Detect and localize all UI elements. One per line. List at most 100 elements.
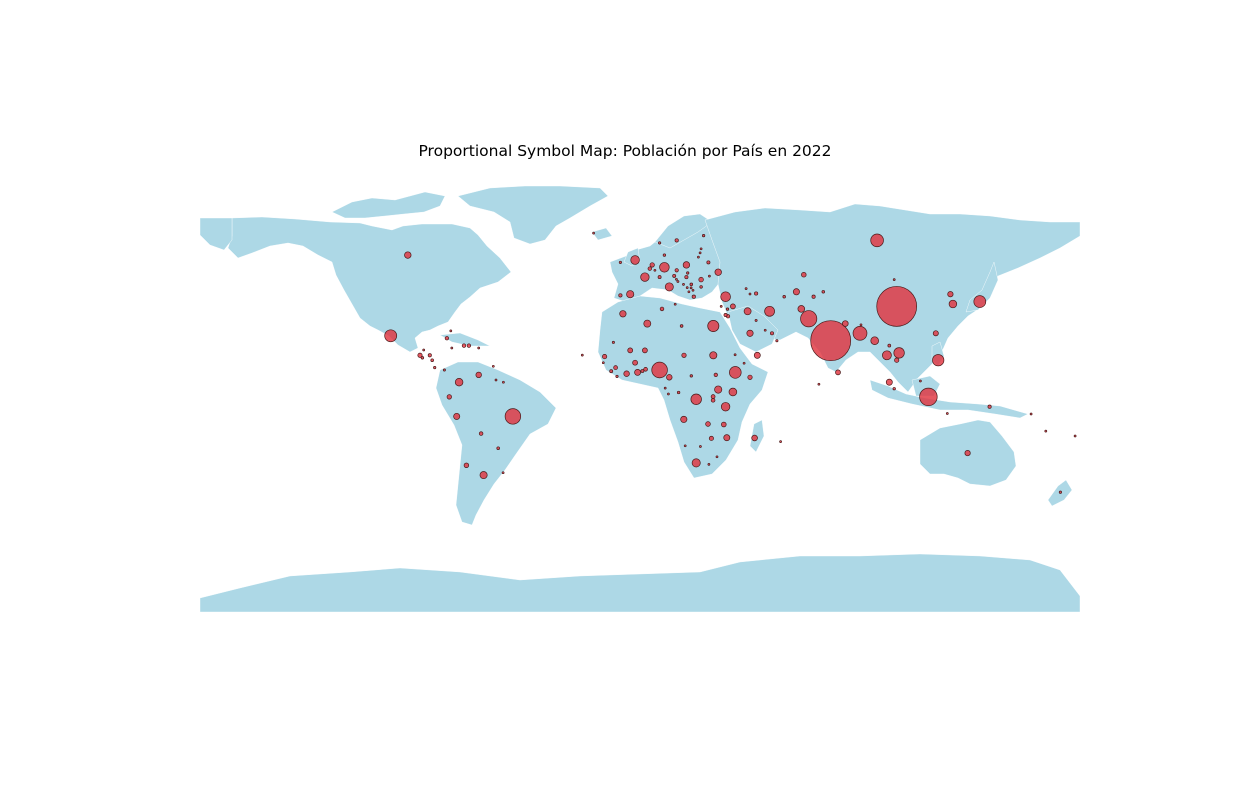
population-symbol [689, 374, 693, 378]
population-symbol [687, 290, 691, 294]
population-symbol [708, 435, 714, 441]
population-symbol [504, 408, 522, 425]
land-arctic-islands [331, 191, 446, 219]
population-symbol [713, 372, 718, 378]
population-symbol [932, 330, 939, 337]
land-greenland [457, 185, 609, 245]
population-symbol [613, 365, 618, 370]
population-symbol [657, 275, 662, 280]
population-symbol [478, 431, 484, 436]
population-symbol [821, 290, 826, 294]
population-symbol [684, 275, 689, 280]
population-symbol [746, 329, 754, 337]
population-symbol [491, 364, 495, 368]
population-symbol [801, 272, 807, 278]
population-symbol [453, 412, 461, 420]
population-symbol [887, 343, 892, 348]
population-symbol [640, 272, 650, 282]
population-symbol [446, 394, 452, 400]
population-symbol [885, 378, 893, 386]
population-symbol [667, 392, 670, 396]
population-symbol [430, 358, 434, 362]
land-indonesia [869, 379, 1029, 419]
population-symbol [602, 354, 608, 360]
population-symbol [710, 394, 716, 399]
population-symbol [674, 238, 679, 243]
population-symbol [502, 380, 505, 384]
population-symbol [449, 329, 453, 333]
population-symbol [675, 277, 678, 281]
land-alaska [199, 217, 233, 251]
population-symbol [674, 268, 679, 273]
population-symbol [709, 351, 718, 360]
population-symbol [420, 356, 425, 360]
population-symbol [810, 320, 852, 362]
population-symbol [705, 421, 711, 427]
population-symbol [720, 402, 731, 412]
population-symbol [744, 287, 748, 290]
population-symbol [662, 253, 667, 257]
population-symbol [882, 350, 892, 361]
population-symbol [691, 288, 695, 292]
land-layer [199, 185, 1081, 613]
population-symbol [973, 295, 987, 308]
population-symbol [463, 462, 470, 468]
population-symbol [442, 368, 446, 372]
population-symbol [800, 310, 818, 328]
population-symbol [615, 374, 619, 378]
population-symbol [1058, 490, 1062, 494]
population-symbol [707, 320, 720, 332]
land-south-america [435, 361, 557, 526]
population-symbol [919, 387, 938, 407]
population-symbol [676, 280, 680, 283]
population-symbol [751, 434, 758, 442]
population-symbol [686, 271, 690, 275]
population-symbol [919, 379, 922, 383]
population-symbol [630, 255, 640, 265]
population-symbol [733, 353, 737, 357]
land-iceland [591, 227, 613, 241]
population-symbol [1073, 434, 1077, 438]
population-symbol [673, 302, 677, 306]
population-symbol [859, 323, 863, 327]
population-symbol [466, 343, 472, 348]
population-symbol [422, 348, 426, 352]
population-symbol [682, 261, 691, 269]
population-symbol [444, 336, 450, 341]
population-symbol [643, 367, 648, 372]
population-symbol [601, 361, 605, 365]
population-symbol [782, 295, 786, 299]
population-symbol [892, 387, 896, 391]
map-title: Proportional Symbol Map: Población por P… [418, 142, 832, 160]
population-symbol [870, 233, 884, 248]
population-symbol [1029, 412, 1033, 416]
land-africa [597, 295, 769, 479]
population-symbol [721, 421, 727, 428]
land-arabia [727, 305, 779, 353]
population-symbol [663, 386, 667, 390]
population-symbol [658, 241, 662, 245]
population-symbol [681, 352, 687, 358]
population-symbol [743, 307, 752, 316]
population-symbol [689, 286, 693, 290]
population-symbol [779, 440, 782, 443]
population-symbol [775, 339, 779, 343]
population-symbol [685, 286, 689, 289]
population-symbol [763, 328, 767, 332]
population-symbol [666, 374, 673, 381]
population-symbol [987, 404, 992, 409]
population-symbol [707, 463, 711, 466]
population-symbol [672, 273, 677, 278]
population-symbol [811, 294, 816, 299]
population-symbol [690, 393, 702, 405]
population-symbol [611, 340, 615, 344]
population-symbol [714, 268, 722, 276]
population-symbol [892, 278, 896, 281]
population-symbol [494, 378, 498, 382]
population-symbol [835, 369, 841, 376]
population-symbol [477, 346, 481, 350]
population-symbol [651, 361, 668, 379]
population-symbol [842, 320, 849, 327]
population-symbol [817, 382, 821, 386]
population-symbol [642, 347, 648, 354]
